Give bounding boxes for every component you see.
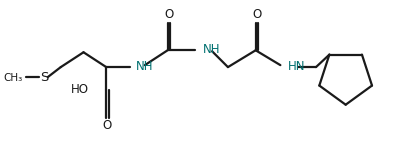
Text: O: O [103,119,112,132]
Text: HO: HO [70,83,88,96]
Text: S: S [40,71,48,83]
Text: NH: NH [203,43,221,56]
Text: HN: HN [288,60,306,73]
Text: CH₃: CH₃ [3,73,22,83]
Text: O: O [252,8,261,21]
Text: NH: NH [136,60,153,73]
Text: O: O [164,8,173,21]
